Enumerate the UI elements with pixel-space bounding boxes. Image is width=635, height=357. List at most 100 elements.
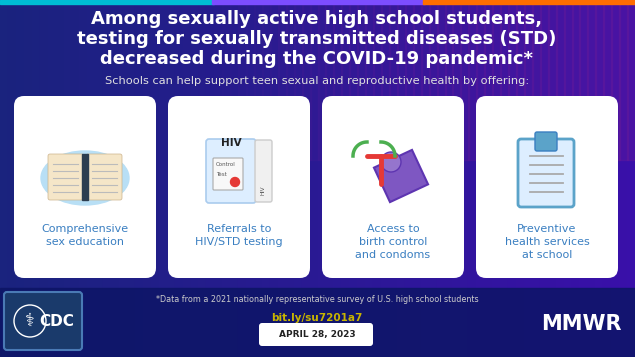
Text: HIV: HIV bbox=[221, 138, 241, 148]
Bar bbox=[420, 0, 430, 357]
Bar bbox=[111, 0, 120, 357]
Text: Preventive
health services
at school: Preventive health services at school bbox=[505, 224, 589, 260]
Bar bbox=[405, 0, 414, 357]
Bar bbox=[444, 0, 453, 160]
Text: bit.ly/su7201a7: bit.ly/su7201a7 bbox=[271, 313, 363, 323]
Text: testing for sexually transmitted diseases (STD): testing for sexually transmitted disease… bbox=[77, 30, 557, 48]
Bar bbox=[619, 0, 628, 160]
Bar bbox=[82, 154, 88, 200]
Bar bbox=[437, 0, 446, 357]
Text: MMWR: MMWR bbox=[542, 314, 622, 334]
Bar bbox=[230, 0, 239, 357]
Bar bbox=[603, 0, 612, 160]
Bar bbox=[397, 0, 406, 160]
Bar bbox=[572, 0, 580, 160]
Bar bbox=[325, 0, 335, 357]
Bar bbox=[246, 0, 255, 357]
Bar bbox=[508, 0, 517, 357]
Bar bbox=[238, 0, 247, 160]
Bar bbox=[270, 0, 279, 160]
Bar bbox=[420, 0, 430, 160]
Bar bbox=[540, 0, 549, 160]
Bar bbox=[342, 0, 351, 357]
Bar bbox=[547, 0, 557, 357]
Bar bbox=[373, 0, 382, 160]
Bar bbox=[293, 0, 303, 160]
FancyBboxPatch shape bbox=[86, 154, 122, 200]
Bar bbox=[603, 0, 612, 357]
Bar bbox=[469, 0, 478, 357]
Bar bbox=[429, 0, 438, 160]
Bar bbox=[262, 0, 271, 160]
FancyBboxPatch shape bbox=[14, 96, 156, 278]
Bar bbox=[318, 0, 326, 357]
Bar bbox=[556, 0, 565, 357]
Bar bbox=[619, 0, 628, 357]
Bar bbox=[71, 0, 81, 357]
Bar bbox=[365, 0, 374, 160]
FancyBboxPatch shape bbox=[322, 96, 464, 278]
Bar bbox=[230, 0, 239, 160]
Circle shape bbox=[14, 305, 46, 337]
Bar bbox=[373, 0, 382, 357]
Bar bbox=[222, 0, 231, 357]
Circle shape bbox=[231, 177, 239, 186]
Bar bbox=[596, 0, 605, 160]
Bar bbox=[349, 0, 358, 160]
Bar bbox=[596, 0, 605, 357]
Bar bbox=[16, 0, 25, 357]
FancyBboxPatch shape bbox=[476, 96, 618, 278]
Text: Test: Test bbox=[216, 172, 227, 177]
Bar bbox=[183, 0, 192, 357]
Bar bbox=[397, 0, 406, 357]
Bar bbox=[500, 0, 509, 357]
Bar bbox=[587, 0, 596, 160]
Bar bbox=[484, 0, 493, 160]
Bar bbox=[357, 0, 366, 357]
Bar bbox=[532, 0, 541, 160]
Bar bbox=[262, 0, 271, 357]
Bar bbox=[627, 0, 635, 160]
Bar bbox=[524, 0, 533, 160]
Polygon shape bbox=[374, 150, 428, 202]
Bar bbox=[103, 0, 112, 357]
FancyBboxPatch shape bbox=[48, 154, 84, 200]
Bar bbox=[175, 0, 184, 357]
Bar bbox=[444, 0, 453, 357]
Bar bbox=[547, 0, 557, 160]
Bar bbox=[516, 0, 525, 160]
Text: HIV: HIV bbox=[260, 186, 265, 195]
Bar bbox=[293, 0, 303, 357]
Bar bbox=[286, 0, 295, 160]
FancyBboxPatch shape bbox=[535, 132, 557, 151]
Text: APRIL 28, 2023: APRIL 28, 2023 bbox=[279, 330, 356, 339]
Bar bbox=[452, 0, 462, 357]
Text: ⚕: ⚕ bbox=[25, 312, 35, 330]
Bar bbox=[32, 0, 41, 357]
Bar bbox=[8, 0, 17, 357]
Bar bbox=[211, 0, 425, 4]
Bar bbox=[579, 0, 589, 160]
Bar bbox=[215, 0, 224, 160]
FancyBboxPatch shape bbox=[255, 140, 272, 202]
Bar bbox=[159, 0, 168, 357]
FancyBboxPatch shape bbox=[213, 158, 243, 190]
Bar bbox=[424, 0, 635, 4]
Text: Schools can help support teen sexual and reproductive health by offering:: Schools can help support teen sexual and… bbox=[105, 76, 529, 86]
Text: Among sexually active high school students,: Among sexually active high school studen… bbox=[91, 10, 542, 28]
Bar bbox=[0, 0, 213, 4]
Bar bbox=[333, 0, 342, 160]
Bar bbox=[532, 0, 541, 357]
Bar bbox=[389, 0, 398, 160]
Bar bbox=[429, 0, 438, 357]
Ellipse shape bbox=[41, 151, 129, 205]
Bar bbox=[238, 0, 247, 357]
Text: Referrals to
HIV/STD testing: Referrals to HIV/STD testing bbox=[195, 224, 283, 247]
Bar bbox=[325, 0, 335, 160]
Text: CDC: CDC bbox=[39, 313, 74, 328]
FancyBboxPatch shape bbox=[518, 139, 574, 207]
Text: Control: Control bbox=[216, 162, 236, 167]
Bar bbox=[119, 0, 128, 357]
Bar bbox=[206, 0, 215, 160]
Bar bbox=[302, 0, 311, 160]
